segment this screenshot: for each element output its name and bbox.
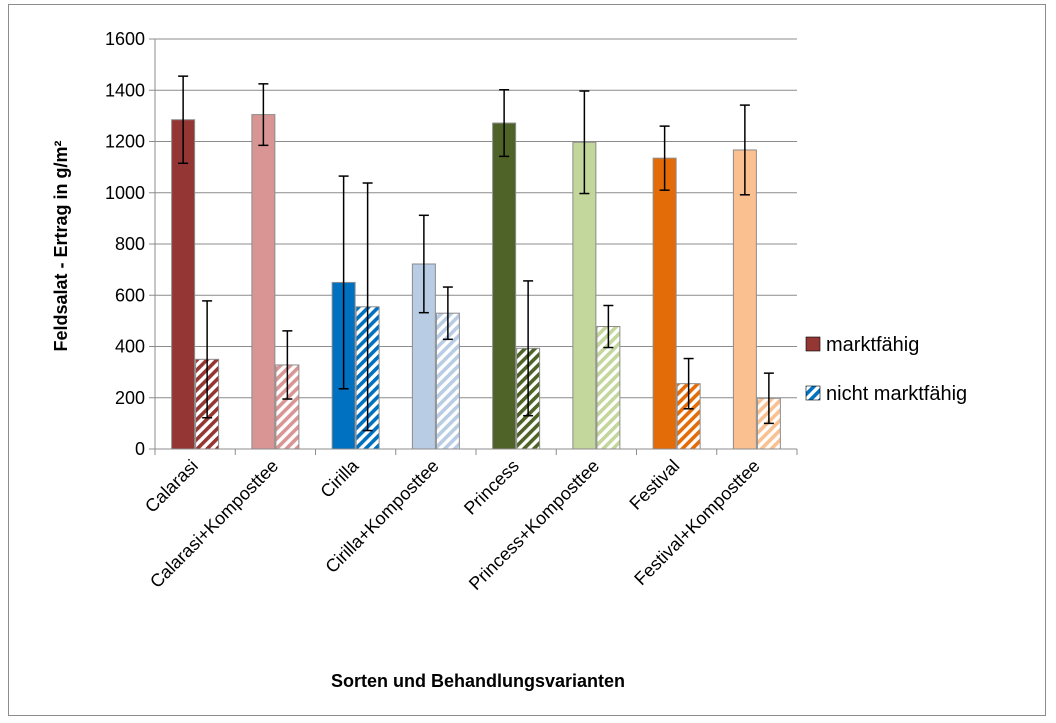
y-tick-label: 200 xyxy=(115,388,145,408)
axes xyxy=(154,39,797,450)
gridlines xyxy=(155,38,797,399)
x-tick-label: Calarasi xyxy=(141,456,202,517)
y-tick-label: 1200 xyxy=(105,132,145,152)
legend-label-nicht-marktfaehig: nicht marktfähig xyxy=(826,383,967,405)
bar-marktfaehig xyxy=(251,114,276,450)
x-axis-title: Sorten und Behandlungsvarianten xyxy=(331,671,625,691)
y-tick-label: 1000 xyxy=(105,183,145,203)
bar-marktfaehig xyxy=(492,122,517,450)
error-bars xyxy=(178,75,774,432)
bar-marktfaehig xyxy=(171,119,196,450)
x-tick-label: Cirilla xyxy=(316,455,363,502)
y-tick-label: 400 xyxy=(115,337,145,357)
y-axis-ticks: 0 200 400 600 800 1000 1200 1400 1600 xyxy=(105,29,155,459)
y-axis-title: Feldsalat - Ertrag in g/m² xyxy=(51,140,71,351)
legend: marktfähig nicht marktfähig xyxy=(805,334,967,405)
bar-marktfaehig xyxy=(652,157,677,450)
x-tick-label: Festival xyxy=(625,456,683,514)
x-tick-label: Princess xyxy=(460,456,523,519)
y-tick-label: 600 xyxy=(115,285,145,305)
y-tick-label: 0 xyxy=(135,439,145,459)
y-tick-label: 1600 xyxy=(105,29,145,49)
legend-swatch-nicht-marktfaehig xyxy=(805,385,821,401)
x-tick-label: Princess+Komposttee xyxy=(465,456,603,594)
y-tick-label: 800 xyxy=(115,234,145,254)
legend-label-marktfaehig: marktfähig xyxy=(826,334,919,356)
legend-swatch-marktfaehig xyxy=(805,336,821,352)
y-tick-label: 1400 xyxy=(105,80,145,100)
